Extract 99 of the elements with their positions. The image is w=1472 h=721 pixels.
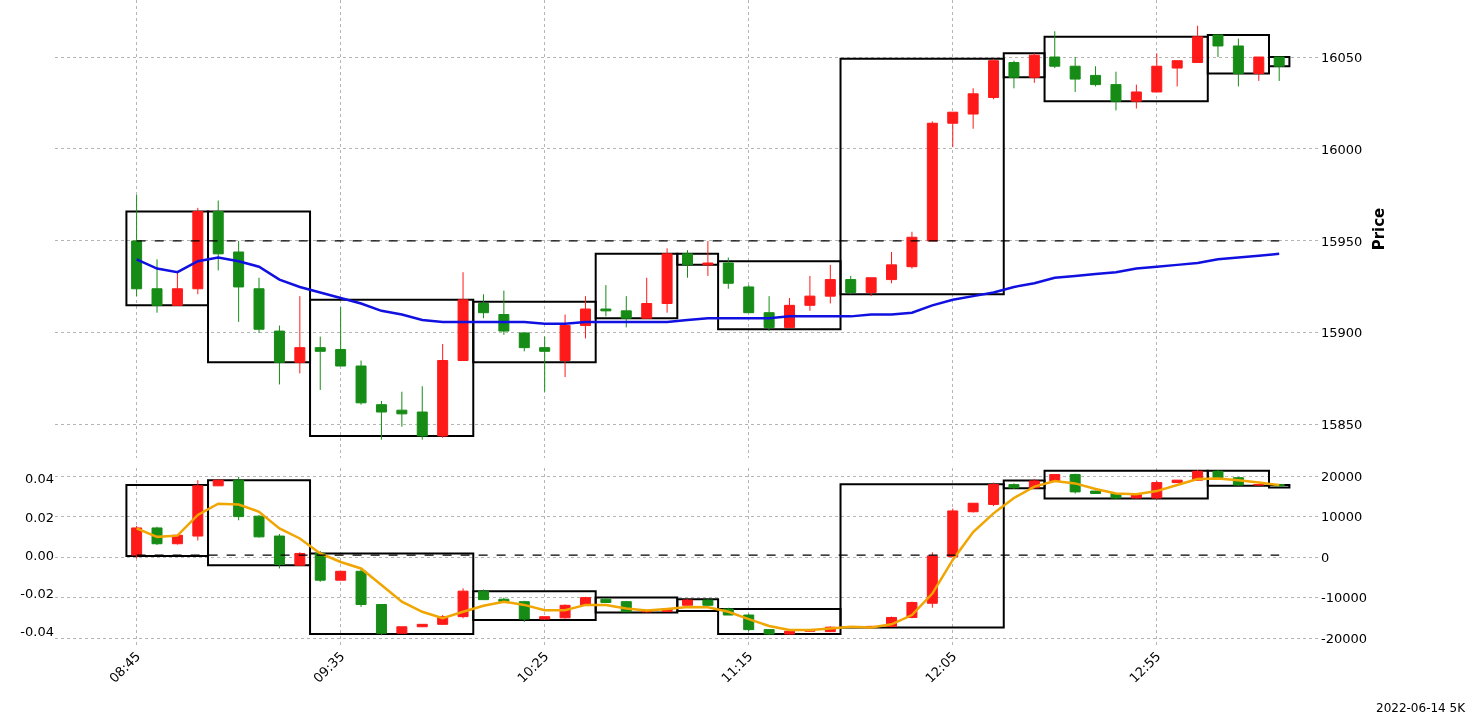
candlestick (824, 264, 836, 304)
candlestick (641, 277, 653, 319)
candlestick (437, 343, 449, 439)
candlestick (947, 111, 959, 148)
candlestick (784, 629, 796, 635)
line-series (135, 252, 1281, 325)
candlestick (600, 597, 612, 603)
candlestick (192, 207, 204, 295)
candlestick (1069, 56, 1081, 93)
candlestick (926, 120, 938, 242)
candlestick (253, 514, 265, 539)
candlestick (355, 567, 367, 608)
candlestick (1110, 71, 1122, 111)
candlestick (335, 306, 347, 367)
y2-tick-label: 20000 (1321, 468, 1363, 484)
candlestick (763, 629, 775, 636)
candlestick (1171, 60, 1183, 87)
candlestick (477, 589, 489, 601)
candlestick (233, 240, 245, 323)
y2-tick-label: 0 (1321, 549, 1330, 565)
y-tick-label: 16000 (1321, 141, 1363, 157)
candlestick (253, 277, 265, 334)
candlestick (131, 525, 143, 559)
candlestick (457, 587, 469, 619)
candlestick (743, 284, 755, 314)
y-tick-label: 0.00 (25, 547, 54, 563)
y2-tick-label: -10000 (1321, 590, 1368, 606)
candlestick (947, 508, 959, 558)
candlestick (886, 251, 898, 284)
candlestick (926, 551, 938, 609)
y-tick-label: 15950 (1321, 233, 1363, 249)
candlestick (1151, 52, 1163, 93)
candlestick (273, 533, 285, 569)
candlestick (682, 598, 693, 607)
candlestick (1253, 483, 1265, 487)
candlestick (702, 240, 714, 277)
candlestick (294, 295, 306, 374)
candlestick (1028, 52, 1040, 84)
candlestick (600, 284, 612, 317)
candlestick (151, 258, 163, 314)
candlestick (1273, 56, 1285, 82)
candlestick (620, 295, 632, 328)
candlestick (1192, 25, 1204, 64)
candlestick (294, 551, 306, 567)
y-tick-label: -0.02 (20, 585, 54, 601)
text: 2022-06-14 5K (1376, 701, 1467, 715)
candlestick (845, 275, 857, 295)
candlestick (192, 479, 204, 541)
candlestick (375, 604, 387, 636)
candlestick (967, 87, 979, 130)
candlestick (233, 476, 245, 521)
y2-tick-label: -20000 (1321, 630, 1368, 646)
candlestick (682, 249, 693, 279)
candlestick (559, 314, 571, 378)
candlestick (1008, 482, 1020, 490)
candlestick (314, 550, 326, 583)
candlestick (355, 360, 367, 406)
candlestick (1232, 38, 1244, 87)
candlestick (1130, 84, 1142, 110)
candlestick (906, 231, 918, 270)
candlestick (416, 385, 428, 441)
candlestick (273, 325, 285, 385)
candlestick (988, 482, 1000, 507)
candlestick (1090, 65, 1102, 87)
candlestick (1090, 490, 1102, 495)
candlestick (518, 332, 530, 352)
candlestick (396, 626, 408, 634)
y-tick-label: 15850 (1321, 417, 1363, 433)
candlestick (988, 58, 1000, 100)
candlestick (539, 336, 551, 393)
candlestick (131, 194, 143, 297)
y-tick-label: 0.02 (25, 509, 54, 525)
candlestick (722, 257, 734, 290)
candlestick (661, 247, 673, 314)
line-series (135, 477, 1281, 632)
candlestick (1253, 56, 1265, 82)
y-tick-label: -0.04 (20, 623, 54, 639)
candlestick (171, 271, 183, 306)
y-tick-label: 0.04 (25, 471, 54, 487)
candlestick (457, 271, 469, 362)
candlestick (1212, 34, 1224, 58)
candlestick (335, 570, 347, 581)
candlestick (967, 502, 979, 514)
candlestick (1008, 60, 1020, 89)
candlestick (498, 290, 510, 336)
candlestick (539, 616, 551, 620)
y-axis-title: Price (1370, 207, 1389, 251)
candlestick (804, 275, 816, 312)
y-tick-label: 15900 (1321, 325, 1363, 341)
candlestick (865, 277, 877, 297)
candlestick (477, 293, 489, 319)
y-tick-label: 16050 (1321, 49, 1363, 65)
candlestick (375, 400, 387, 441)
y2-tick-label: 10000 (1321, 509, 1363, 525)
candlestick (702, 598, 714, 607)
candlestick (212, 199, 224, 271)
candlestick (396, 391, 408, 428)
candlestick (1049, 30, 1061, 69)
candlestick (314, 336, 326, 391)
